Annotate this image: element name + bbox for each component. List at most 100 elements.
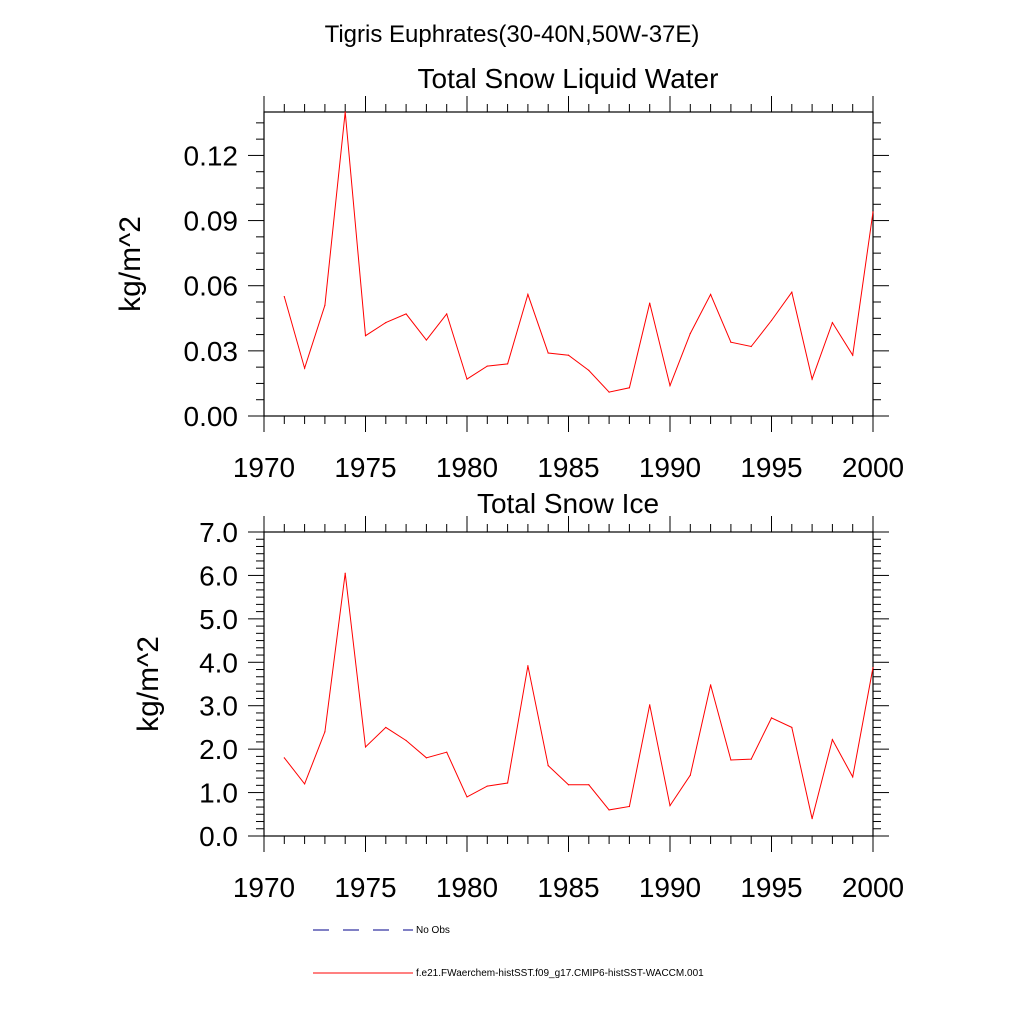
y-tick-label: 2.0 (199, 734, 238, 765)
data-point (324, 304, 326, 306)
data-point (364, 335, 367, 337)
data-point (527, 665, 529, 667)
y-tick-label: 5.0 (199, 604, 238, 635)
y-tick-label: 0.0 (199, 821, 238, 852)
y-tick-label: 6.0 (199, 560, 238, 591)
data-point (405, 313, 407, 315)
data-point (324, 731, 326, 733)
plot-area: 1970 1975 1980 1985 1990 1995 2000 0.0 1.0 2.0 3.0… (199, 516, 904, 903)
data-point (567, 354, 570, 356)
x-tick-label: 1995 (740, 872, 802, 903)
x-tick-label: 1975 (334, 452, 396, 483)
x-tick-label: 1970 (233, 452, 295, 483)
data-point (446, 313, 448, 315)
x-tick-label: 1980 (436, 452, 498, 483)
data-point (486, 785, 488, 787)
data-point (567, 784, 570, 786)
x-tick-label: 1990 (639, 452, 701, 483)
data-point (872, 211, 874, 213)
y-axis-label: kg/m^2 (114, 216, 147, 312)
data-point (466, 796, 468, 798)
y-tick-label: 7.0 (199, 517, 238, 548)
plot-frame (263, 531, 874, 837)
data-point (527, 293, 529, 295)
data-point (831, 738, 834, 741)
data-point (608, 391, 610, 393)
data-point (486, 365, 488, 367)
data-point (831, 322, 834, 324)
data-point (628, 387, 631, 389)
series-line (283, 573, 874, 819)
y-tick-label: 3.0 (199, 691, 238, 722)
data-point (750, 345, 752, 348)
data-point (730, 759, 732, 761)
data-point (811, 818, 813, 820)
y-tick-label: 0.03 (184, 336, 239, 367)
data-point (730, 341, 732, 343)
data-point (425, 757, 427, 759)
data-point (750, 758, 752, 760)
data-point (791, 726, 793, 729)
data-point (588, 784, 590, 786)
series-line (283, 111, 874, 393)
data-point (283, 295, 285, 298)
y-tick-label: 0.09 (184, 206, 239, 237)
figure-title: Tigris Euphrates(30-40N,50W-37E) (325, 21, 700, 48)
data-point (344, 572, 346, 574)
data-point (304, 367, 306, 369)
plot-frame (263, 111, 874, 417)
data-point (385, 726, 387, 729)
data-point (507, 782, 509, 784)
data-point (466, 378, 468, 380)
data-point (872, 666, 874, 669)
x-tick-label: 1995 (740, 452, 802, 483)
data-point (852, 354, 854, 356)
data-point (770, 319, 773, 322)
data-point (689, 774, 691, 776)
data-point (364, 746, 367, 748)
data-point (669, 385, 671, 387)
data-point (608, 809, 610, 811)
plot-area: 1970 1975 1980 1985 1990 1995 2000 0.00 0.03 0.06… (184, 96, 904, 483)
data-point (385, 322, 387, 324)
data-point (304, 783, 306, 785)
data-point (283, 757, 285, 759)
x-tick-label: 1985 (537, 872, 599, 903)
data-point (446, 751, 448, 753)
y-tick-label: 4.0 (199, 647, 238, 678)
panel-title: Total Snow Ice (477, 488, 659, 519)
y-tick-label: 1.0 (199, 778, 238, 809)
data-point (669, 805, 671, 807)
data-point (405, 739, 407, 742)
data-point (425, 339, 427, 341)
data-point (628, 805, 631, 808)
y-tick-label: 0.00 (184, 401, 239, 432)
data-point (791, 291, 793, 293)
data-point (547, 352, 549, 354)
legend-label-no-obs: No Obs (416, 925, 450, 936)
legend: No Obs f.e21.FWaerchem-histSST.f09_g17.C… (313, 925, 704, 979)
x-tick-label: 1975 (334, 872, 396, 903)
x-tick-label: 1980 (436, 872, 498, 903)
x-tick-label: 2000 (842, 452, 904, 483)
data-point (852, 776, 854, 778)
data-point (770, 717, 773, 719)
data-point (649, 704, 651, 706)
x-tick-label: 2000 (842, 872, 904, 903)
data-point (710, 293, 712, 295)
snow-liquid-water-chart: Total Snow Liquid Water kg/m^2 1970 1975 1… (114, 63, 904, 483)
data-point (689, 332, 691, 335)
y-tick-label: 0.12 (184, 140, 239, 171)
data-point (344, 111, 346, 113)
panel-title: Total Snow Liquid Water (418, 63, 719, 94)
y-axis-label: kg/m^2 (132, 636, 165, 732)
x-tick-label: 1970 (233, 872, 295, 903)
y-tick-label: 0.06 (184, 271, 239, 302)
data-point (588, 369, 590, 371)
snow-ice-chart: Total Snow Ice kg/m^2 1970 1975 1980 1985 19… (132, 488, 904, 903)
x-tick-label: 1985 (537, 452, 599, 483)
data-point (710, 684, 712, 686)
data-point (507, 363, 509, 365)
data-point (811, 378, 813, 380)
